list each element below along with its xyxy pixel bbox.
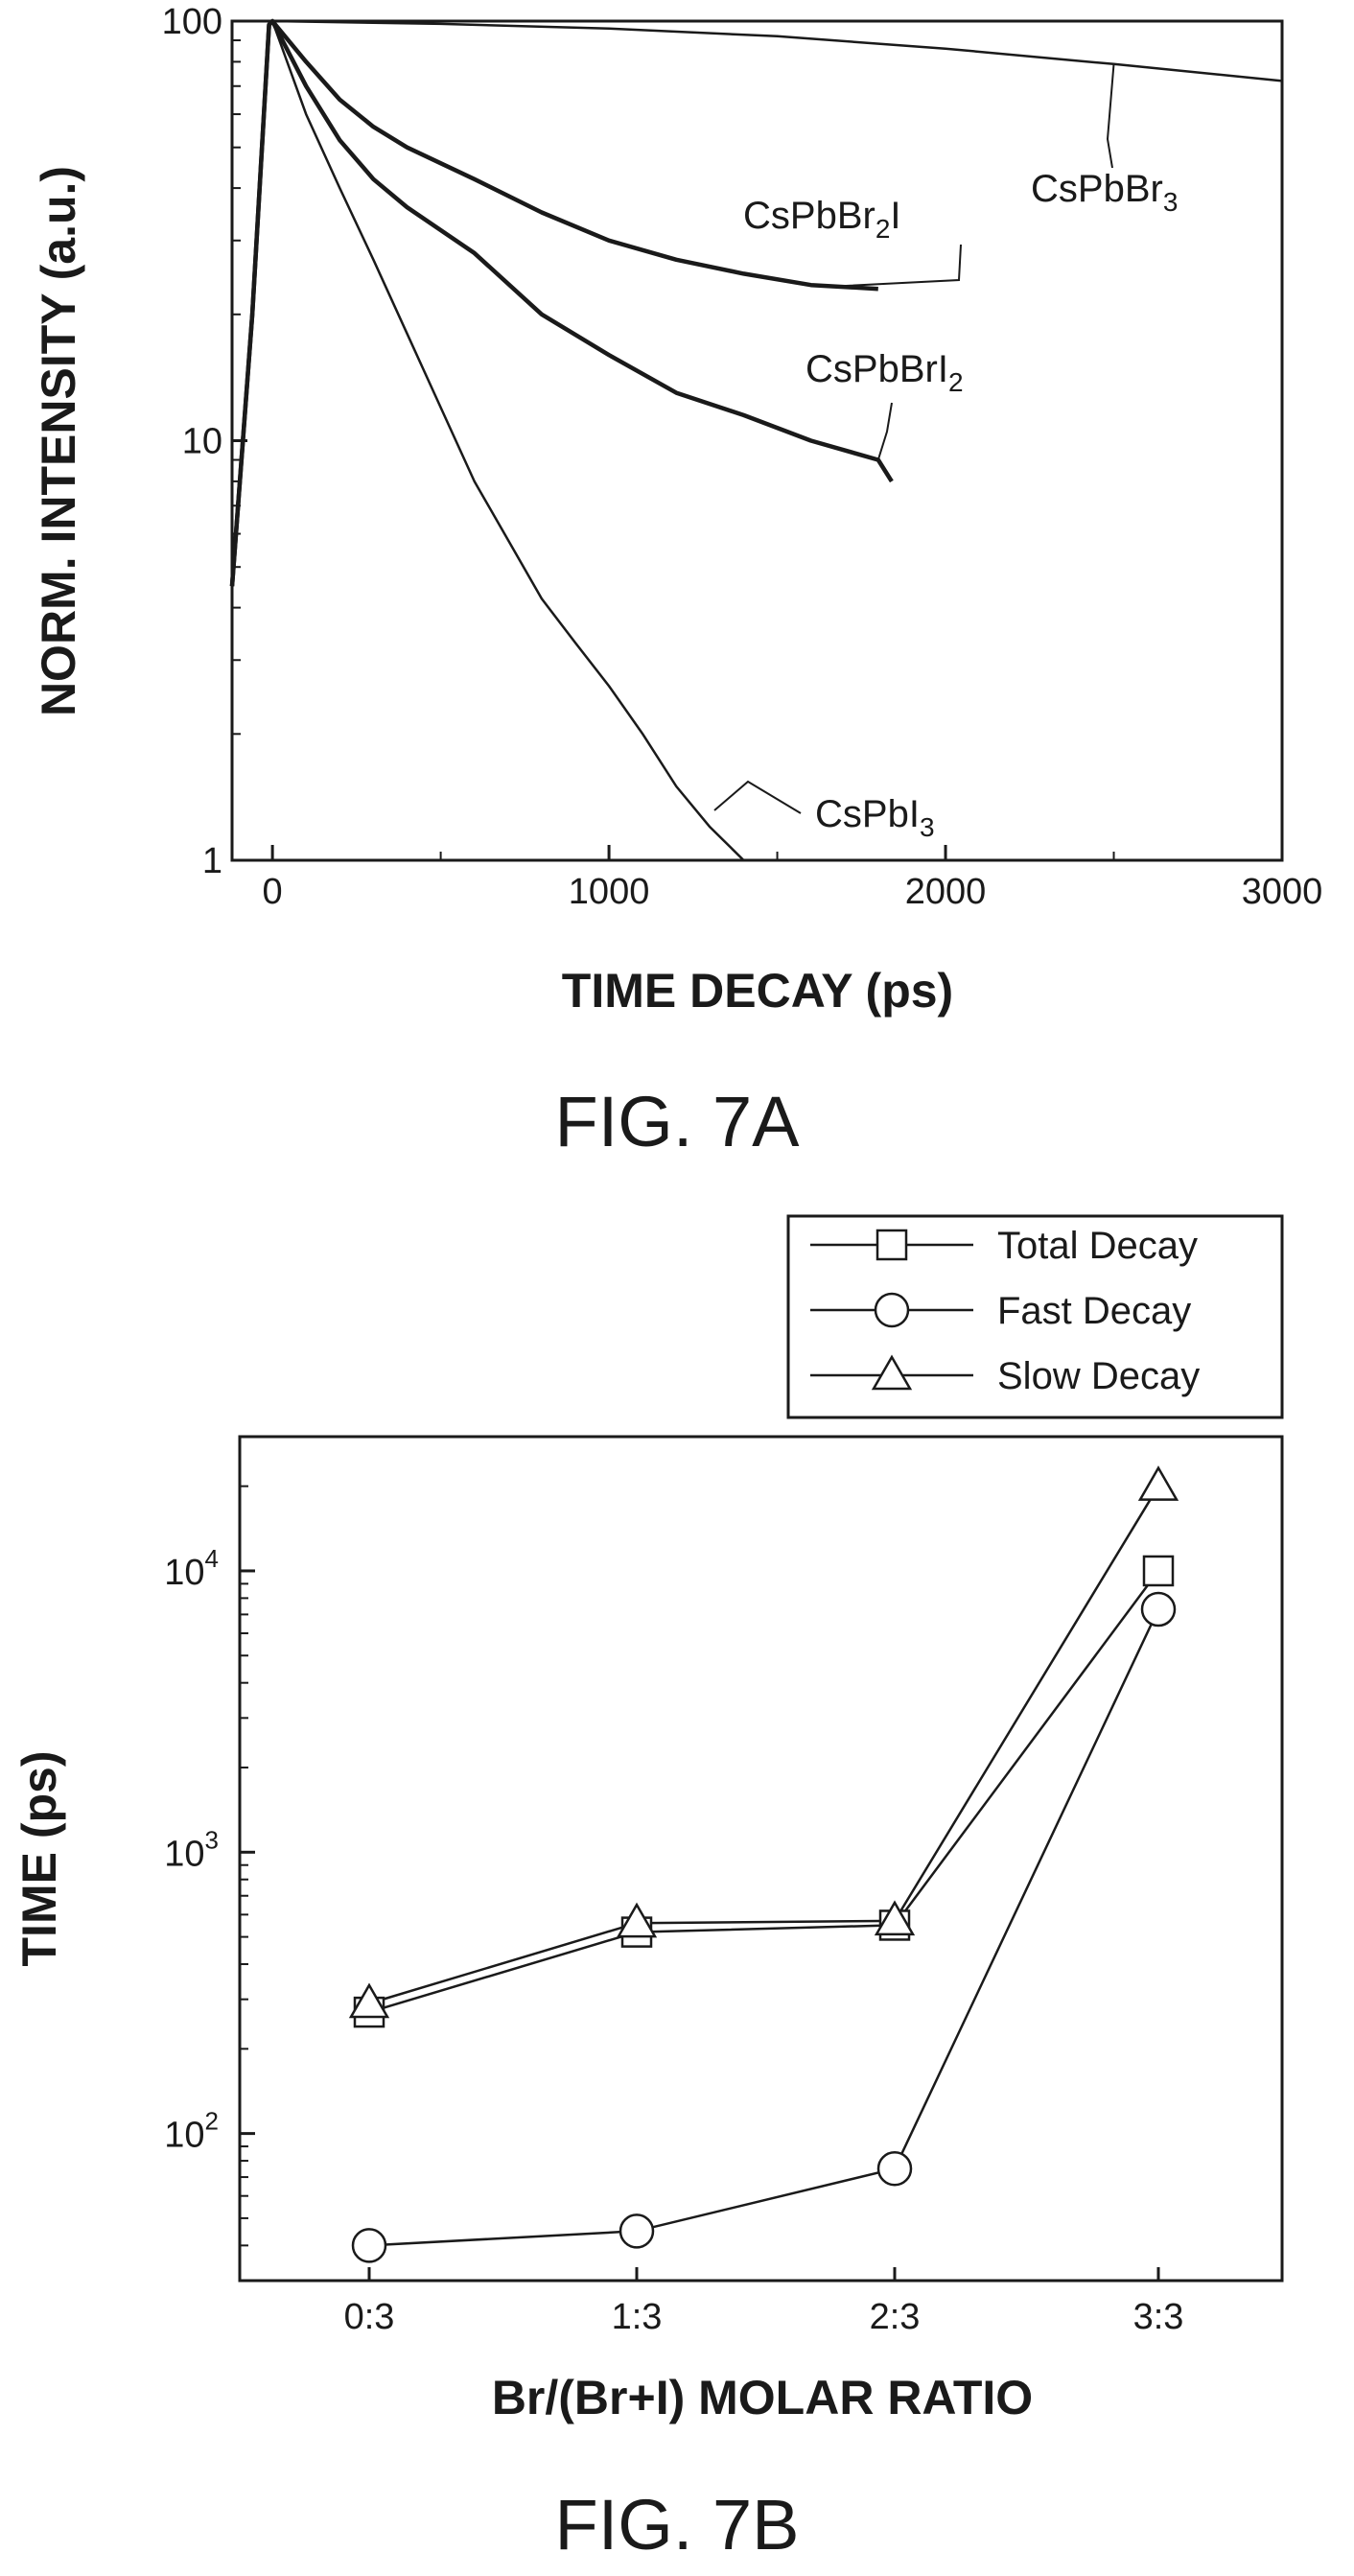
- figure-caption-7b: FIG. 7B: [555, 2485, 800, 2564]
- y-tick-exp: 2: [205, 2107, 219, 2136]
- x-tick-label-7a: 1000: [569, 872, 650, 912]
- marker-slow-decay: [616, 1902, 658, 1938]
- marker-fast-decay: [1140, 1591, 1177, 1628]
- series-label-cspbbr2i-tail: I: [890, 195, 900, 237]
- y-tick-label-7a: 1: [202, 841, 222, 881]
- series-label-cspbi3-sub: 3: [920, 812, 935, 842]
- series-line-cspbbri2: [229, 18, 894, 587]
- marker-slow-decay: [874, 1900, 916, 1936]
- legend-box: [786, 1214, 1284, 1419]
- y-tick-base: 10: [164, 1553, 204, 1593]
- y-tick-base: 10: [164, 2116, 204, 2156]
- series-line-cspbi3: [230, 19, 745, 861]
- series-label-cspbbr2i-main: CsPbBr: [743, 195, 875, 237]
- series-label-cspbbr2i: CsPbBr2I: [743, 195, 901, 244]
- y-tick-exp: 3: [205, 1825, 219, 1854]
- marker-slow-decay: [1137, 1465, 1179, 1501]
- legend-marker-triangle: [871, 1354, 913, 1391]
- series-lines-7b: [368, 1486, 1160, 2247]
- series-line-cspbbr3: [230, 19, 1283, 587]
- legend-marker-square: [875, 1229, 908, 1261]
- legend: Total Decay Fast Decay Slow Decay: [786, 1214, 1284, 1419]
- series-markers-7b: [348, 1465, 1179, 2263]
- legend-label: Total Decay: [997, 1225, 1198, 1267]
- x-tick-label-7a: 2000: [905, 872, 987, 912]
- x-axis-title-7a: TIME DECAY (ps): [562, 964, 953, 1018]
- series-line-cspbbr2i: [229, 18, 878, 587]
- marker-slow-decay: [348, 1982, 390, 2019]
- x-tick-label-7a: 3000: [1242, 872, 1323, 912]
- series-label-cspbi3-main: CsPbI: [815, 793, 920, 835]
- series-label-cspbbr3-sub: 3: [1163, 187, 1179, 217]
- series-line-total-decay: [368, 1570, 1160, 2014]
- legend-marker-circle: [874, 1292, 910, 1328]
- y-tick-base: 10: [164, 1834, 204, 1874]
- legend-label: Slow Decay: [997, 1355, 1200, 1397]
- marker-fast-decay: [619, 2213, 655, 2249]
- x-tick-label-7b: 1:3: [612, 2297, 663, 2337]
- series-label-cspbbri2-main: CsPbBrI: [805, 348, 948, 390]
- x-tick-label-7b: 3:3: [1133, 2297, 1184, 2337]
- x-tick-label-7b: 2:3: [870, 2297, 921, 2337]
- leader-line-cspbbri2: [876, 402, 893, 460]
- figure-caption-7a: FIG. 7A: [555, 1082, 801, 1161]
- marker-fast-decay: [351, 2228, 387, 2263]
- leader-line-cspbi3: [713, 780, 802, 814]
- y-axis-title-7b: TIME (ps): [12, 1751, 66, 1967]
- series-line-slow-decay: [368, 1486, 1160, 2005]
- x-tick-label-7b: 0:3: [344, 2297, 395, 2337]
- leader-line-cspbbr3: [1106, 63, 1115, 169]
- series-line-fast-decay: [368, 1608, 1160, 2247]
- x-axis-title-7b: Br/(Br+I) MOLAR RATIO: [492, 2371, 1033, 2424]
- plot-frame-7b: [238, 1435, 1284, 2283]
- y-tick-label-7b: 104: [164, 1544, 219, 1593]
- marker-total-decay: [1142, 1555, 1175, 1587]
- marker-fast-decay: [876, 2151, 913, 2187]
- x-tick-label-7a: 0: [263, 872, 283, 912]
- y-tick-label-7b: 103: [164, 1825, 219, 1874]
- y-tick-label-7b: 102: [164, 2107, 219, 2156]
- legend-label: Fast Decay: [997, 1290, 1191, 1332]
- y-tick-label-7a: 100: [162, 2, 222, 42]
- series-label-cspbbr3: CsPbBr3: [1031, 168, 1178, 217]
- y-tick-label-7a: 10: [182, 422, 222, 462]
- plot-frame-7a: [230, 19, 1284, 862]
- series-label-cspbbr2i-sub: 2: [875, 214, 891, 244]
- series-label-cspbbri2: CsPbBrI2: [805, 348, 964, 397]
- series-label-cspbbri2-sub: 2: [948, 367, 964, 397]
- y-tick-exp: 4: [205, 1544, 219, 1573]
- y-axis-title-7a: NORM. INTENSITY (a.u.): [32, 166, 85, 716]
- series-label-cspbi3: CsPbI3: [815, 793, 935, 842]
- series-label-cspbbr3-main: CsPbBr: [1031, 168, 1163, 210]
- leader-line-cspbbr2i: [830, 244, 962, 288]
